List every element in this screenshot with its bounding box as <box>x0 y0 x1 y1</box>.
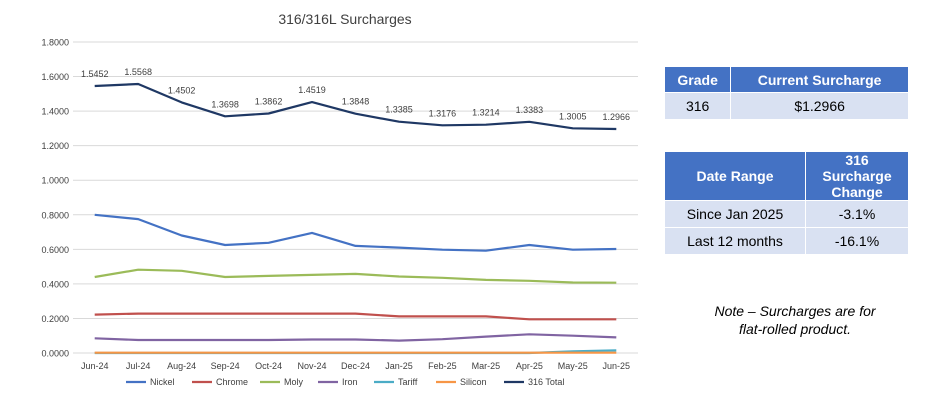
grade-value: 316 <box>663 92 732 120</box>
x-tick-label: Dec-24 <box>341 361 370 371</box>
grade-table-header-row: Grade Current Surcharge <box>663 66 909 93</box>
data-label: 1.3005 <box>559 111 587 121</box>
x-tick-label: Feb-25 <box>428 361 457 371</box>
range-table-header-row: Date Range 316 Surcharge Change <box>664 151 909 201</box>
series-line-nickel <box>94 213 617 252</box>
y-tick-label: 1.6000 <box>41 72 69 82</box>
data-label: 1.3698 <box>211 99 239 109</box>
data-label: 1.5452 <box>81 69 109 79</box>
note-line: Note – Surcharges are for <box>714 303 876 319</box>
data-label: 1.5568 <box>124 67 152 77</box>
date-range-value: Since Jan 2025 <box>664 200 806 228</box>
x-tick-label: Oct-24 <box>255 361 282 371</box>
y-tick-label: 0.6000 <box>41 245 69 255</box>
x-tick-label: Jan-25 <box>385 361 413 371</box>
chart-title: 316/316L Surcharges <box>278 11 411 27</box>
x-tick-label: Mar-25 <box>472 361 501 371</box>
legend-label: Tariff <box>398 377 418 387</box>
legend-item: Iron <box>318 377 358 387</box>
current-surcharge-header: Current Surcharge <box>730 66 909 93</box>
legend-label: 316 Total <box>528 377 564 387</box>
legend-item: Tariff <box>374 377 418 387</box>
date-range-value: Last 12 months <box>664 227 806 255</box>
x-tick-label: Jul-24 <box>126 361 151 371</box>
legend-label: Nickel <box>150 377 175 387</box>
legend-item: 316 Total <box>504 377 564 387</box>
y-tick-label: 1.4000 <box>41 107 69 117</box>
legend-label: Silicon <box>460 377 487 387</box>
range-table-row: Last 12 months -16.1% <box>664 227 909 255</box>
y-tick-label: 0.2000 <box>41 314 69 324</box>
data-label: 1.4502 <box>168 85 196 95</box>
x-tick-label: Apr-25 <box>516 361 543 371</box>
x-tick-label: Nov-24 <box>298 361 327 371</box>
y-tick-label: 1.0000 <box>41 176 69 186</box>
x-tick-label: Sep-24 <box>211 361 240 371</box>
grade-table-row: 316 $1.2966 <box>663 92 909 120</box>
current-surcharge-value: $1.2966 <box>730 92 909 120</box>
x-tick-label: Jun-25 <box>603 361 631 371</box>
surcharge-note: Note – Surcharges are for flat-rolled pr… <box>690 302 900 338</box>
series-line-moly <box>94 268 617 284</box>
grade-surcharge-table: Grade Current Surcharge 316 $1.2966 <box>663 66 909 120</box>
data-label: 1.3176 <box>429 108 457 118</box>
grade-header: Grade <box>663 66 732 93</box>
surcharge-line-chart: 316/316L Surcharges 0.0000 0.2000 0.4000 0.6… <box>41 11 638 387</box>
data-label: 1.4519 <box>298 85 326 95</box>
note-line: flat-rolled product. <box>738 321 852 337</box>
x-tick-label: Aug-24 <box>167 361 196 371</box>
surcharge-change-header: 316 Surcharge Change <box>805 151 909 201</box>
data-label: 1.3385 <box>385 105 413 115</box>
legend-label: Iron <box>342 377 358 387</box>
chart-canvas: 316/316L Surcharges 0.0000 0.2000 0.4000 0.6… <box>41 11 638 387</box>
data-label: 1.3214 <box>472 108 500 118</box>
range-table-row: Since Jan 2025 -3.1% <box>664 200 909 228</box>
data-label: 1.3383 <box>516 105 544 115</box>
legend-item: Nickel <box>126 377 175 387</box>
surcharge-change-table: Date Range 316 Surcharge Change Since Ja… <box>664 151 909 255</box>
y-tick-label: 0.0000 <box>41 349 69 359</box>
data-label: 1.3862 <box>255 96 283 106</box>
surcharge-change-value: -3.1% <box>805 200 909 228</box>
date-range-header: Date Range <box>664 151 806 201</box>
y-tick-label: 1.2000 <box>41 141 69 151</box>
data-label: 1.2966 <box>603 112 631 122</box>
y-tick-label: 0.4000 <box>41 279 69 289</box>
series-line-316-total <box>94 82 617 131</box>
legend-item: Moly <box>260 377 304 387</box>
surcharge-change-value: -16.1% <box>805 227 909 255</box>
legend-label: Moly <box>284 377 304 387</box>
y-tick-label: 0.8000 <box>41 210 69 220</box>
legend-item: Silicon <box>436 377 487 387</box>
legend-label: Chrome <box>216 377 248 387</box>
x-tick-label: May-25 <box>558 361 588 371</box>
data-label: 1.3848 <box>342 97 370 107</box>
series-line-chrome <box>94 312 617 321</box>
y-tick-label: 1.8000 <box>41 38 69 48</box>
legend-item: Chrome <box>192 377 248 387</box>
x-tick-label: Jun-24 <box>81 361 109 371</box>
series-line-iron <box>94 333 617 342</box>
